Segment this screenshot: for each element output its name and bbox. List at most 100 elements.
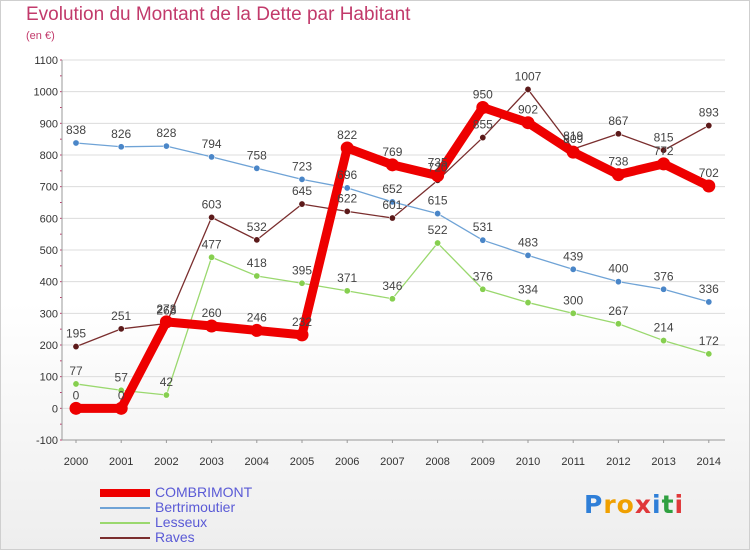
data-label-raves: 268 (156, 303, 176, 317)
data-label-combrimont: 902 (518, 103, 538, 117)
data-label-raves: 819 (563, 129, 583, 143)
legend-label: Lesseux (155, 514, 208, 530)
data-label-combrimont: 260 (202, 306, 222, 320)
data-label-lesseux: 371 (337, 271, 357, 285)
data-label-bertrimoutier: 828 (156, 126, 176, 140)
x-tick-label: 2013 (651, 456, 675, 468)
data-point-lesseux (434, 239, 442, 247)
legend-label: Raves (155, 529, 195, 545)
data-label-bertrimoutier: 758 (247, 148, 267, 162)
data-point-raves (343, 207, 351, 215)
data-point-bertrimoutier (524, 251, 532, 259)
legend-swatch (100, 537, 150, 539)
data-point-combrimont (476, 101, 490, 114)
x-tick-label: 2001 (109, 456, 133, 468)
data-point-raves (298, 200, 306, 208)
y-tick-label: 800 (40, 150, 58, 162)
data-label-lesseux: 334 (518, 283, 538, 297)
data-point-lesseux (298, 279, 306, 287)
data-label-combrimont: 738 (608, 155, 628, 169)
x-tick-label: 2006 (335, 456, 359, 468)
x-tick-label: 2010 (516, 456, 540, 468)
data-point-combrimont (431, 169, 445, 183)
data-point-combrimont (159, 315, 173, 329)
data-label-bertrimoutier: 826 (111, 127, 131, 141)
data-point-bertrimoutier (208, 153, 216, 161)
data-point-combrimont (69, 401, 83, 415)
data-label-raves: 532 (247, 220, 267, 234)
data-label-combrimont: 232 (292, 315, 312, 329)
y-tick-label: 1000 (34, 87, 58, 99)
data-point-combrimont (114, 401, 128, 415)
data-point-bertrimoutier (614, 278, 622, 286)
data-label-combrimont: 735 (428, 156, 448, 170)
y-tick-label: 900 (40, 118, 58, 130)
x-tick-label: 2009 (471, 456, 495, 468)
legend-swatch (100, 489, 150, 497)
axis-layer: -100010020030040050060070080090010001100… (34, 55, 725, 468)
data-label-combrimont: 702 (699, 166, 719, 180)
data-label-combrimont: 772 (654, 144, 674, 158)
data-point-bertrimoutier (660, 285, 668, 293)
data-label-raves: 815 (654, 130, 674, 144)
data-label-bertrimoutier: 838 (66, 123, 86, 137)
data-label-bertrimoutier: 376 (654, 269, 674, 283)
data-point-lesseux (705, 350, 713, 358)
data-label-bertrimoutier: 652 (382, 182, 402, 196)
y-tick-label: 300 (40, 308, 58, 320)
data-point-bertrimoutier (388, 198, 396, 206)
data-label-lesseux: 522 (428, 223, 448, 237)
x-tick-label: 2005 (290, 456, 314, 468)
logo-letter: r (603, 490, 617, 519)
data-point-lesseux (524, 299, 532, 307)
y-tick-label: 0 (52, 403, 58, 415)
y-tick-label: 600 (40, 213, 58, 225)
data-point-raves (614, 130, 622, 138)
data-label-bertrimoutier: 615 (428, 194, 448, 208)
data-label-bertrimoutier: 696 (337, 168, 357, 182)
y-tick-label: 700 (40, 182, 58, 194)
data-label-raves: 251 (111, 309, 131, 323)
data-point-bertrimoutier (72, 139, 80, 147)
y-tick-label: 200 (40, 340, 58, 352)
logo-letter: o (616, 490, 635, 519)
data-point-raves (705, 122, 713, 130)
x-tick-label: 2014 (697, 456, 721, 468)
data-label-combrimont: 0 (118, 388, 125, 402)
data-point-combrimont (657, 157, 671, 171)
data-point-combrimont (205, 319, 219, 333)
data-point-raves (117, 325, 125, 333)
y-tick-label: 100 (40, 372, 58, 384)
data-label-combrimont: 809 (563, 132, 583, 146)
data-label-bertrimoutier: 794 (202, 137, 222, 151)
data-label-bertrimoutier: 531 (473, 220, 493, 234)
data-label-combrimont: 273 (156, 302, 176, 316)
data-label-lesseux: 346 (382, 279, 402, 293)
data-point-bertrimoutier (569, 265, 577, 273)
data-point-lesseux (162, 391, 170, 399)
data-label-raves: 855 (473, 118, 493, 132)
x-tick-label: 2008 (425, 456, 449, 468)
data-point-raves (208, 213, 216, 221)
chart-subtitle: (en €) (26, 30, 55, 42)
data-point-bertrimoutier (705, 298, 713, 306)
data-label-lesseux: 418 (247, 256, 267, 270)
data-label-bertrimoutier: 483 (518, 235, 538, 249)
data-label-combrimont: 769 (382, 145, 402, 159)
data-point-lesseux (614, 320, 622, 328)
data-point-bertrimoutier (162, 142, 170, 150)
x-tick-label: 2002 (154, 456, 178, 468)
legend-label: COMBRIMONT (155, 484, 253, 500)
chart-title: Evolution du Montant de la Dette par Hab… (26, 4, 411, 25)
data-label-lesseux: 42 (160, 375, 174, 389)
data-label-combrimont: 822 (337, 128, 357, 142)
logo-letter: i (652, 490, 662, 519)
data-point-combrimont (340, 141, 354, 155)
data-point-combrimont (385, 158, 399, 172)
data-point-lesseux (569, 309, 577, 317)
data-label-lesseux: 77 (69, 364, 83, 378)
data-point-combrimont (566, 145, 580, 159)
data-label-lesseux: 395 (292, 263, 312, 277)
y-tick-label: 500 (40, 245, 58, 257)
data-label-bertrimoutier: 439 (563, 249, 583, 263)
